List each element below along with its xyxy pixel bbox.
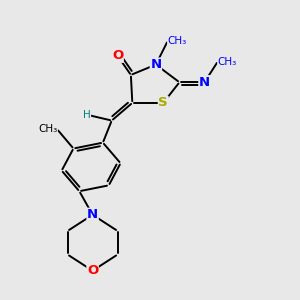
Text: N: N [199, 76, 210, 89]
Text: H: H [83, 110, 91, 120]
Text: O: O [112, 49, 123, 62]
Text: CH₃: CH₃ [38, 124, 57, 134]
Text: N: N [150, 58, 161, 71]
Text: CH₃: CH₃ [218, 57, 237, 67]
Text: S: S [158, 96, 168, 110]
Text: N: N [87, 208, 98, 221]
Text: O: O [87, 264, 98, 277]
Text: CH₃: CH₃ [168, 36, 187, 46]
